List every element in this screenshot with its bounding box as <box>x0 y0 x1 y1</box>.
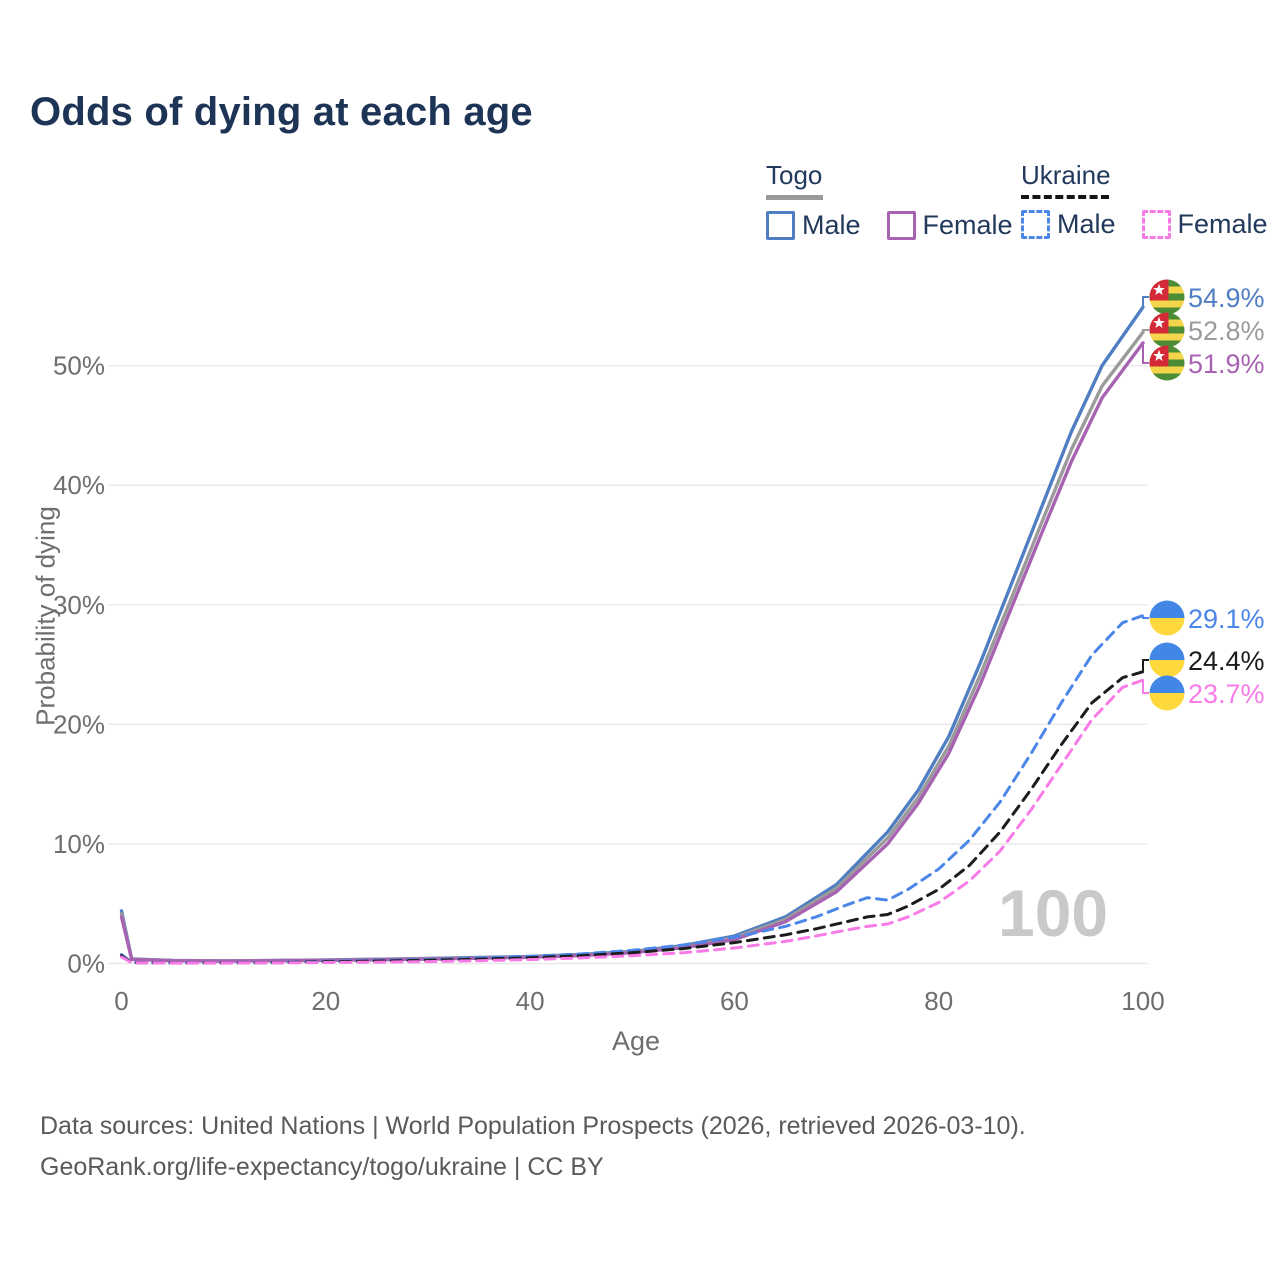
footer-sources-line: Data sources: United Nations | World Pop… <box>40 1112 1026 1140</box>
leader-line-togo-female <box>1142 342 1149 364</box>
x-axis-title: Age <box>611 1026 661 1056</box>
leader-line-ukraine-female <box>1142 680 1149 694</box>
flag-icon-ukraine <box>1149 642 1185 678</box>
end-label-ukraine-both: 24.4% <box>1188 646 1265 676</box>
x-tick-label-80: 80 <box>924 986 953 1016</box>
series-line-ukraine-both[interactable] <box>120 670 1145 965</box>
legend-underline-ukraine-dashed <box>1021 195 1109 199</box>
age-watermark: 100 <box>998 876 1109 950</box>
leader-line-togo-both <box>1142 329 1149 333</box>
flag-icon-ukraine <box>1149 600 1185 636</box>
legend-label-ukraine-female[interactable]: Female <box>1177 209 1268 239</box>
legend-item-togo-male[interactable]: Male <box>766 210 861 241</box>
x-tick-label-40: 40 <box>516 986 545 1016</box>
legend-label-togo-female[interactable]: Female <box>922 210 1013 240</box>
leader-line-ukraine-both <box>1142 659 1149 672</box>
legend-item-ukraine-female[interactable]: Female <box>1141 209 1268 240</box>
flag-icon-ukraine <box>1149 675 1185 711</box>
y-tick-label-10: 10% <box>53 829 105 859</box>
flag-icon-togo <box>1149 312 1185 348</box>
footer: Data sources: United Nations | World Pop… <box>40 1106 1026 1187</box>
legend-label-togo-male[interactable]: Male <box>802 210 861 240</box>
series-line-ukraine-female[interactable] <box>120 678 1145 965</box>
footer-attribution-line: GeoRank.org/life-expectancy/togo/ukraine… <box>40 1152 604 1181</box>
legend-item-togo-female[interactable]: Female <box>886 210 1013 241</box>
y-tick-label-0: 0% <box>67 949 105 979</box>
end-label-ukraine-male: 29.1% <box>1188 604 1265 634</box>
legend-underline-togo-solid <box>766 195 823 200</box>
chart-title: Odds of dying at each age <box>30 90 533 134</box>
series-line-togo-both[interactable] <box>119 330 1145 963</box>
series-line-ukraine-male[interactable] <box>120 614 1145 965</box>
end-label-ukraine-female: 23.7% <box>1188 679 1265 709</box>
leader-line-togo-male <box>1142 296 1149 308</box>
x-tick-label-100: 100 <box>1121 986 1164 1016</box>
y-tick-label-40: 40% <box>53 470 105 500</box>
y-tick-label-50: 50% <box>53 351 105 381</box>
end-label-togo-female: 51.9% <box>1188 349 1265 379</box>
end-label-togo-both: 52.8% <box>1188 316 1265 346</box>
end-label-togo-male: 54.9% <box>1188 283 1265 313</box>
legend-country-ukraine: Ukraine <box>1021 160 1111 190</box>
flag-icon-togo <box>1149 345 1185 381</box>
y-tick-label-30: 30% <box>53 590 105 620</box>
checkbox-ukraine-male[interactable] <box>1021 210 1050 239</box>
y-axis-title: Probability of dying <box>30 506 61 726</box>
checkbox-ukraine-female[interactable] <box>1141 210 1171 239</box>
y-tick-label-20: 20% <box>53 709 105 739</box>
x-tick-label-60: 60 <box>720 986 749 1016</box>
legend-label-ukraine-male[interactable]: Male <box>1057 209 1116 239</box>
legend-item-ukraine-male[interactable]: Male <box>1021 209 1116 240</box>
checkbox-togo-male[interactable] <box>766 211 795 240</box>
x-tick-label-0: 0 <box>114 986 128 1016</box>
legend-group-ukraine: Ukraine Male Female <box>1021 160 1268 240</box>
flag-icon-togo <box>1149 279 1185 315</box>
checkbox-togo-female[interactable] <box>886 211 916 240</box>
x-tick-label-20: 20 <box>311 986 340 1016</box>
leader-line-ukraine-male <box>1142 615 1149 619</box>
legend-group-togo: Togo Male Female <box>766 160 1039 241</box>
legend-country-togo: Togo <box>766 160 823 190</box>
